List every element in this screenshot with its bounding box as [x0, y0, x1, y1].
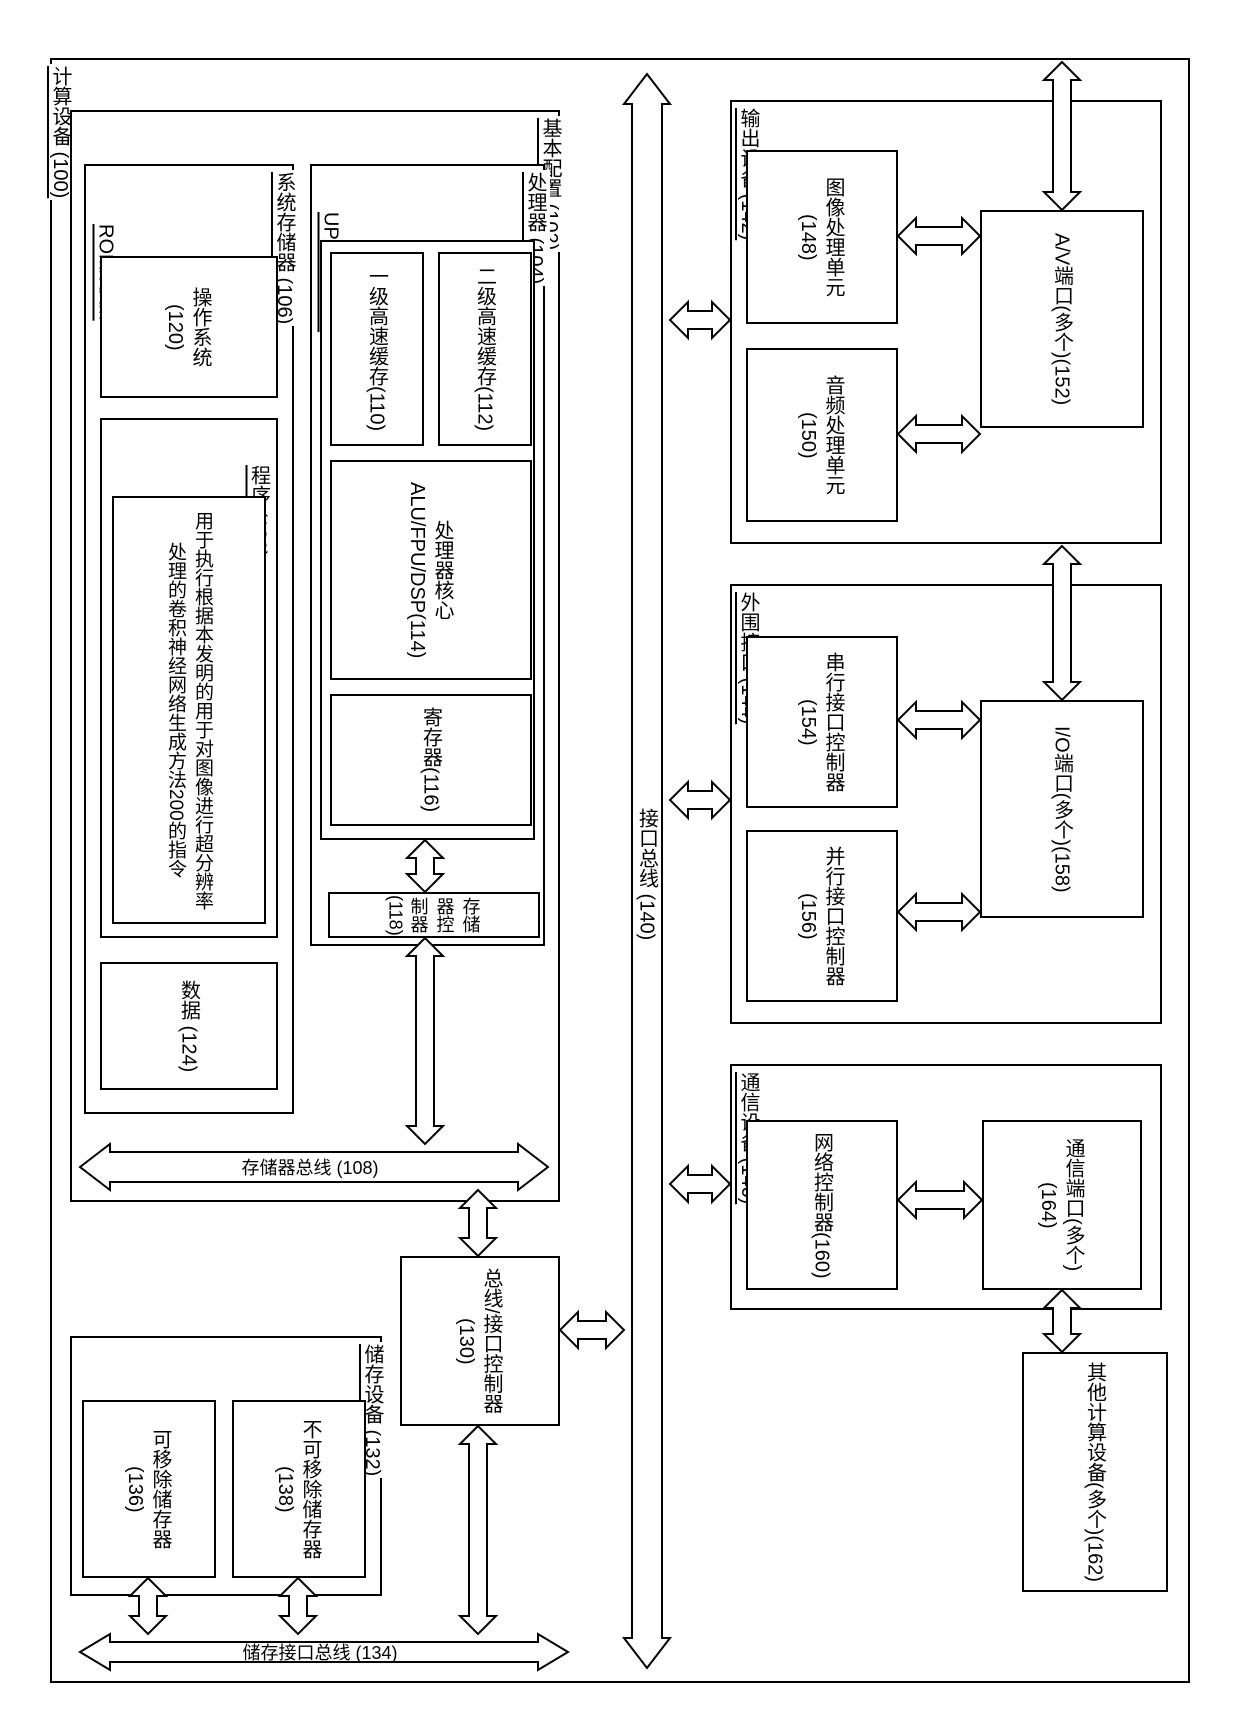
memory-controller-label: 存储器控制器(118) [332, 896, 536, 934]
double-arrow [407, 840, 443, 892]
gpu-label: 图像处理单元(148) [750, 156, 894, 318]
double-arrow [898, 218, 980, 254]
other-computing-devices-label: 其他计算设备(多个)(162) [1026, 1358, 1164, 1586]
double-arrow [898, 1182, 982, 1218]
interface-bus-label: 接口总线 (140) [620, 764, 674, 984]
double-arrow [1044, 546, 1080, 700]
double-arrow [1044, 62, 1080, 210]
double-arrow [670, 782, 730, 818]
diagram-canvas: 计算设备 (100)基本配置 (102)系统存储器 (106)ROM/RAM操作… [0, 0, 1240, 1735]
registers-label: 寄存器(116) [334, 700, 528, 820]
l2-cache-label: 二级高速缓存(112) [442, 258, 528, 440]
double-arrow [407, 938, 443, 1144]
apu-label: 音频处理单元(150) [750, 354, 894, 516]
double-arrow [460, 1426, 496, 1634]
double-arrow [460, 1190, 496, 1256]
storage-bus-label: 储存接口总线 (134) [200, 1636, 440, 1668]
removable-storage-label: 可移除储存器(136) [86, 1406, 212, 1572]
double-arrow [898, 894, 980, 930]
double-arrow [560, 1312, 624, 1348]
double-arrow [898, 702, 980, 738]
double-arrow [280, 1578, 316, 1634]
comm-ports-label: 通信端口(多个)(164) [986, 1126, 1138, 1284]
double-arrow [670, 302, 730, 338]
double-arrow [670, 1166, 730, 1202]
fixed-storage-label: 不可移除储存器(138) [236, 1406, 362, 1572]
av-ports-label: A/V端口(多个)(152) [984, 216, 1140, 422]
double-arrow [130, 1578, 166, 1634]
data-block-label: 数据 (124) [104, 968, 274, 1084]
memory-bus-label: 存储器总线 (108) [210, 1146, 410, 1188]
serial-controller-label: 串行接口控制器(154) [750, 642, 894, 802]
io-ports-label: I/O端口(多个)(158) [984, 706, 1140, 912]
network-controller-label: 网络控制器(160) [750, 1126, 894, 1284]
program-inner-label: 用于执行根据本发明的用于对图像进行超分辨率处理的卷积神经网络生成方法200的指令 [118, 504, 260, 916]
double-arrow [898, 416, 980, 452]
bus-interface-controller-label: 总线/接口控制器(130) [404, 1262, 556, 1420]
os-block-label: 操作系统 (120) [104, 262, 274, 392]
parallel-controller-label: 并行接口控制器(156) [750, 836, 894, 996]
processor-core-label: 处理器核心ALU/FPU/DSP(114) [334, 466, 528, 674]
l1-cache-label: 一级高速缓存(110) [334, 258, 420, 440]
double-arrow [1044, 1290, 1080, 1352]
